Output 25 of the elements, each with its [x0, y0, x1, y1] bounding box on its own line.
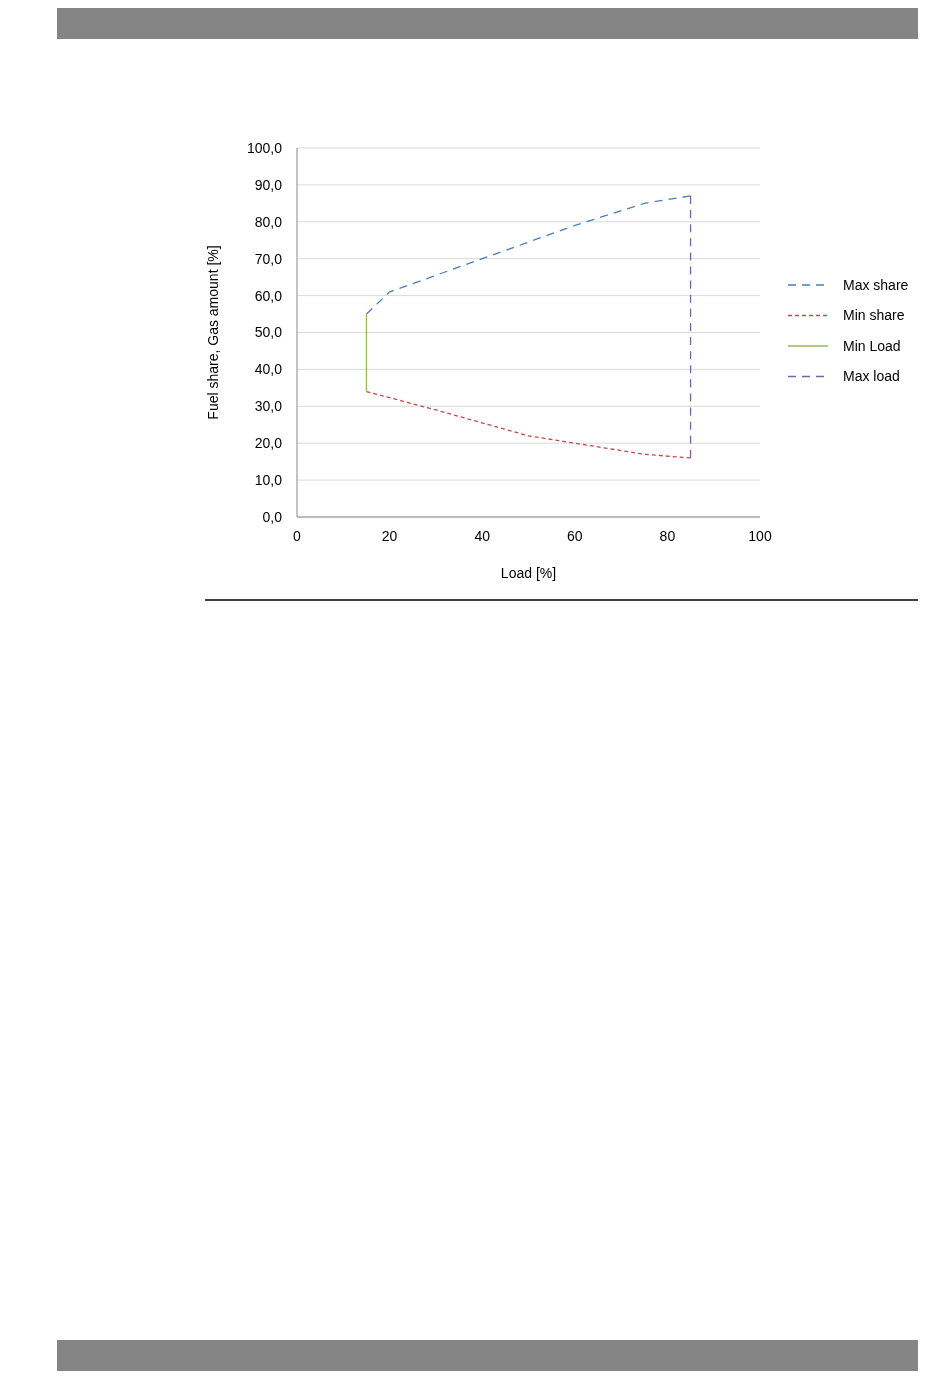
x-tick-label: 40 — [474, 528, 491, 544]
x-axis-title: Load [%] — [500, 565, 557, 581]
y-tick-label: 30,0 — [254, 398, 283, 415]
y-tick-label: 60,0 — [254, 287, 283, 304]
y-tick-label: 50,0 — [254, 324, 283, 341]
x-tick-label: 80 — [659, 528, 676, 544]
legend-label: Max load — [843, 368, 900, 385]
line-series — [365, 195, 692, 315]
legend-label: Min share — [843, 307, 905, 324]
y-axis-title: Fuel share, Gas amount [%] — [205, 245, 221, 420]
x-tick-label: 100 — [748, 528, 772, 544]
x-tick-label: 20 — [381, 528, 398, 544]
y-tick-label: 70,0 — [254, 250, 283, 267]
x-tick-label: 0 — [293, 528, 302, 544]
y-tick-label: 80,0 — [254, 213, 283, 230]
legend-label: Max share — [843, 276, 909, 293]
line-series — [365, 390, 692, 459]
y-tick-label: 40,0 — [254, 361, 283, 378]
y-tick-label: 0,0 — [262, 508, 283, 525]
y-tick-label: 100,0 — [246, 139, 283, 156]
legend-label: Min Load — [843, 337, 901, 354]
x-tick-label: 60 — [567, 528, 583, 544]
y-tick-label: 90,0 — [254, 176, 283, 193]
y-tick-label: 20,0 — [254, 435, 283, 452]
y-tick-label: 10,0 — [254, 472, 283, 488]
